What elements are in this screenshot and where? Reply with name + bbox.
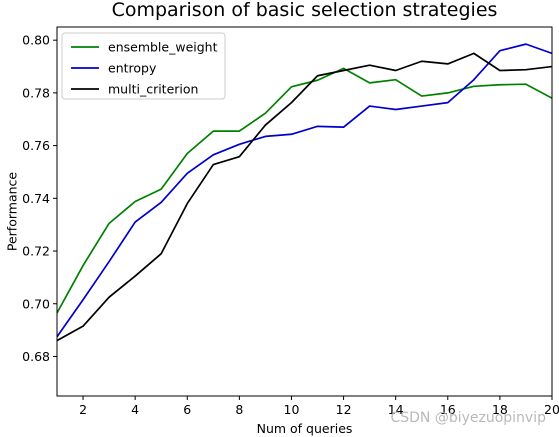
series-line-entropy: [57, 43, 552, 338]
watermark-text: CSDN @biyezuopinvip: [390, 410, 546, 426]
plot-frame: [56, 26, 553, 397]
x-tick-label: 14: [388, 402, 404, 417]
chart-title: Comparison of basic selection strategies: [112, 0, 498, 21]
x-tick-label: 16: [440, 402, 456, 417]
y-tick-label: 0.76: [22, 138, 50, 153]
y-tick-label: 0.70: [22, 296, 50, 311]
series-line-multi-criterion: [57, 52, 552, 342]
x-axis: 2 4 6 8 10 12 14 16 18 20: [79, 396, 559, 417]
legend-label: ensemble_weight: [108, 40, 218, 55]
y-tick-label: 0.78: [22, 85, 50, 100]
series-layer: [57, 43, 552, 342]
y-tick-label: 0.74: [22, 191, 50, 206]
y-tick-label: 0.72: [22, 244, 50, 259]
x-tick-label: 8: [235, 402, 243, 417]
legend-box: [61, 32, 226, 100]
legend-label: multi_criterion: [108, 82, 198, 97]
x-axis-label: Num of queries: [257, 421, 353, 436]
y-axis-label: Performance: [4, 172, 19, 252]
y-axis: 0.68 0.70 0.72 0.74 0.76 0.78 0.80: [22, 33, 57, 364]
x-tick-label: 2: [79, 402, 87, 417]
x-tick-label: 10: [284, 402, 300, 417]
series-line-ensemble-weight: [57, 67, 552, 314]
x-tick-label: 18: [492, 402, 508, 417]
x-tick-label: 4: [131, 402, 139, 417]
x-tick-label: 12: [336, 402, 352, 417]
x-tick-label: 6: [183, 402, 191, 417]
x-tick-label: 20: [544, 402, 559, 417]
y-tick-label: 0.68: [22, 349, 50, 364]
y-tick-label: 0.80: [22, 33, 50, 48]
legend-label: entropy: [108, 61, 157, 76]
